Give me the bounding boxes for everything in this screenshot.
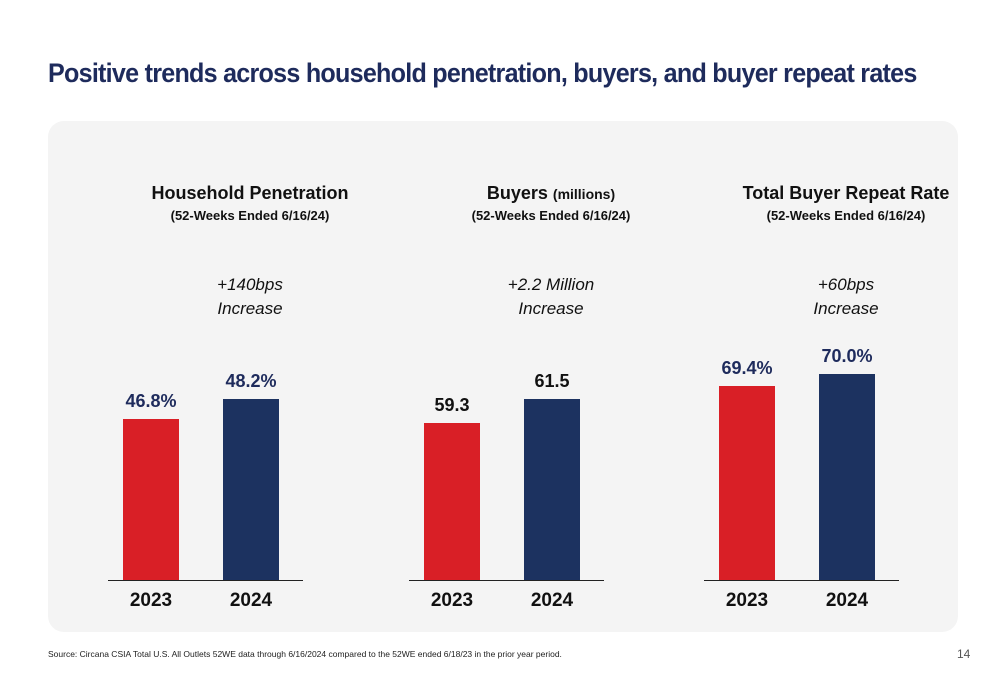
chart-delta: +140bps Increase (100, 273, 400, 321)
chart-subtitle: (52-Weeks Ended 6/16/24) (766, 208, 926, 223)
data-label-2024: 48.2% (225, 370, 277, 391)
data-label-2024: 70.0% (821, 346, 873, 366)
bar-2024 (524, 399, 580, 580)
x-tick-label-2024: 2024 (825, 590, 869, 611)
chart-delta: +2.2 Million Increase (401, 273, 701, 321)
x-tick-label-2024: 2024 (530, 590, 574, 611)
bar-2024 (819, 374, 875, 580)
plot-area: 46.8% 2023 48.2% 2024 (100, 121, 400, 632)
page-number: 14 (957, 647, 971, 661)
chart-title-text: Total Buyer Repeat Rate (742, 183, 950, 203)
x-axis-line (108, 580, 303, 581)
chart-title-text: Buyers (486, 183, 548, 203)
bar-2023 (719, 386, 775, 580)
data-label-2023: 46.8% (125, 390, 177, 411)
delta-label: Increase (813, 299, 879, 318)
x-axis-line (409, 580, 604, 581)
chart-subtitle: (52-Weeks Ended 6/16/24) (170, 208, 330, 223)
delta-value: +2.2 Million (507, 275, 595, 294)
data-label-2024: 61.5 (534, 371, 570, 392)
chart-buyers: Buyers (millions) (52-Weeks Ended 6/16/2… (401, 121, 701, 632)
delta-label: Increase (217, 299, 283, 318)
chart-subtitle: (52-Weeks Ended 6/16/24) (471, 208, 631, 223)
data-label-2023: 59.3 (434, 395, 470, 416)
chart-title: Household Penetration (100, 183, 400, 204)
chart-title: Total Buyer Repeat Rate (696, 183, 996, 204)
plot-area: 59.3 2023 61.5 2024 (401, 121, 701, 632)
bar-2023 (123, 418, 179, 580)
chart-title: Buyers (millions) (401, 183, 701, 204)
plot-area: 69.4% 2023 70.0% 2024 (696, 121, 996, 632)
x-tick-label-2023: 2023 (725, 590, 769, 611)
x-tick-label-2023: 2023 (129, 590, 173, 611)
delta-value: +140bps (217, 275, 283, 294)
charts-panel: Household Penetration (52-Weeks Ended 6/… (48, 121, 958, 632)
source-footnote: Source: Circana CSIA Total U.S. All Outl… (48, 649, 562, 659)
chart-total-buyer-repeat-rate: Total Buyer Repeat Rate (52-Weeks Ended … (696, 121, 996, 632)
chart-title-text: Household Penetration (151, 183, 349, 203)
delta-value: +60bps (817, 275, 875, 294)
x-tick-label-2023: 2023 (430, 590, 474, 611)
bar-2024 (223, 398, 279, 580)
bar-2023 (424, 423, 480, 580)
x-tick-label-2024: 2024 (229, 590, 273, 611)
delta-label: Increase (518, 299, 584, 318)
chart-title-unit: (millions) (552, 186, 616, 202)
slide-title: Positive trends across household penetra… (48, 58, 917, 88)
chart-delta: +60bps Increase (696, 273, 996, 321)
chart-household-penetration: Household Penetration (52-Weeks Ended 6/… (100, 121, 400, 632)
x-axis-line (704, 580, 899, 581)
data-label-2023: 69.4% (721, 358, 773, 378)
